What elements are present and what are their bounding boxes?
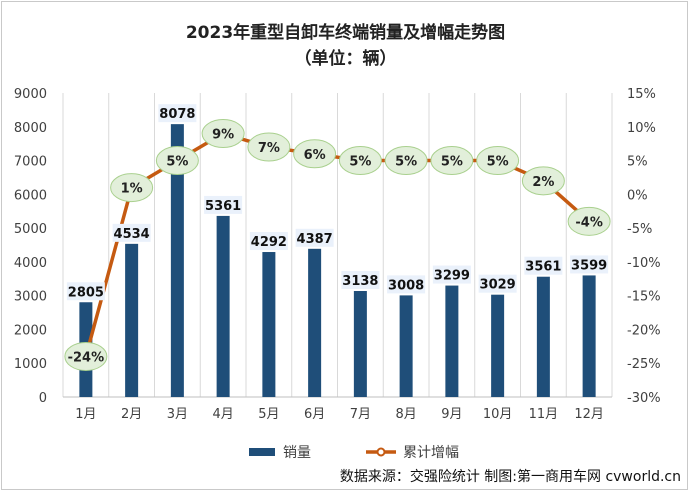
legend-line-marker xyxy=(376,447,386,457)
y-left-tick-label: 9000 xyxy=(14,87,47,102)
x-tick-label: 1月 xyxy=(75,407,96,422)
bar-label-box xyxy=(341,271,380,290)
bar xyxy=(216,215,230,397)
y-left-tick-label: 0 xyxy=(39,391,47,406)
growth-label-bubble xyxy=(247,132,291,162)
x-tick-label: 5月 xyxy=(258,407,279,422)
bar xyxy=(582,275,596,397)
bar xyxy=(445,285,459,397)
y-right-tick-label: -10% xyxy=(627,256,661,271)
x-tick-label: 12月 xyxy=(574,407,604,422)
bar-label-box xyxy=(158,104,197,123)
growth-label-bubble xyxy=(476,146,520,176)
y-right-tick-label: -25% xyxy=(627,357,661,372)
y-left-tick-label: 7000 xyxy=(14,155,47,170)
growth-label-bubble xyxy=(338,146,382,176)
x-tick-label: 4月 xyxy=(212,407,233,422)
growth-label-bubble xyxy=(293,139,337,169)
bar-value-label: 5361 xyxy=(205,199,241,214)
x-tick-label: 7月 xyxy=(350,407,371,422)
bar-value-label: 3029 xyxy=(480,278,516,293)
bar-value-label: 8078 xyxy=(159,107,195,122)
y-right-tick-label: 5% xyxy=(627,155,648,170)
growth-label-bubble xyxy=(521,166,565,196)
growth-value-label: 7% xyxy=(258,141,280,156)
growth-label-bubble xyxy=(201,119,245,149)
bar-value-label: 3299 xyxy=(434,269,470,284)
bar-label-box xyxy=(570,255,609,274)
bar-label-box xyxy=(432,265,471,284)
bar-value-label: 3561 xyxy=(525,260,561,275)
chart-subtitle: （单位：辆） xyxy=(294,49,397,69)
x-tick-label: 11月 xyxy=(529,407,559,422)
x-tick-label: 8月 xyxy=(395,407,416,422)
bar-value-label: 4534 xyxy=(114,227,150,242)
bar-label-box xyxy=(249,232,288,251)
x-tick-label: 6月 xyxy=(304,407,325,422)
bar-value-label: 3008 xyxy=(388,278,424,293)
growth-label-bubble xyxy=(64,341,108,371)
growth-value-label: 1% xyxy=(121,182,143,197)
growth-value-label: 5% xyxy=(395,155,417,170)
growth-value-label: 2% xyxy=(532,175,554,190)
growth-label-bubble xyxy=(567,206,611,236)
bar-label-box xyxy=(66,282,105,301)
x-tick-label: 10月 xyxy=(483,407,513,422)
bar-value-label: 3599 xyxy=(571,258,607,273)
bar-label-box xyxy=(524,256,563,275)
bar xyxy=(125,243,139,397)
bar xyxy=(536,276,550,397)
bar-label-box xyxy=(478,274,517,293)
y-right-tick-label: 10% xyxy=(627,121,656,136)
bar xyxy=(262,252,276,397)
growth-value-label: 9% xyxy=(212,128,234,143)
bar-label-box xyxy=(204,195,243,214)
bar-label-box xyxy=(112,223,151,242)
y-right-tick-label: -5% xyxy=(627,222,652,237)
x-tick-label: 3月 xyxy=(167,407,188,422)
bar xyxy=(399,295,413,397)
growth-label-bubble xyxy=(384,146,428,176)
growth-label-bubble xyxy=(430,146,474,176)
y-right-tick-label: 15% xyxy=(627,87,656,102)
y-left-tick-label: 4000 xyxy=(14,256,47,271)
growth-value-label: -4% xyxy=(575,215,602,230)
bar-value-label: 4292 xyxy=(251,235,287,250)
y-left-tick-label: 3000 xyxy=(14,290,47,305)
legend-bar-label: 销量 xyxy=(283,445,311,461)
bar xyxy=(308,248,322,397)
x-tick-label: 9月 xyxy=(441,407,462,422)
bar xyxy=(491,294,505,397)
y-left-tick-label: 8000 xyxy=(14,121,47,136)
data-source-note: 数据来源：交强险统计 制图:第一商用车网 cvworld.cn xyxy=(339,469,681,485)
bar-label-box xyxy=(295,228,334,247)
legend-bar-swatch xyxy=(249,448,275,456)
bar-label-box xyxy=(387,275,426,294)
growth-value-label: 6% xyxy=(304,148,326,163)
y-left-tick-label: 2000 xyxy=(14,323,47,338)
growth-value-label: 5% xyxy=(166,155,188,170)
y-right-tick-label: 0% xyxy=(627,188,648,203)
bar-value-label: 2805 xyxy=(68,285,104,300)
growth-label-bubble xyxy=(155,146,199,176)
bar xyxy=(170,124,184,397)
y-left-tick-label: 1000 xyxy=(14,357,47,372)
bar-value-label: 4387 xyxy=(297,232,333,247)
bar-value-label: 3138 xyxy=(342,274,378,289)
chart-title: 2023年重型自卸车终端销量及增幅走势图 xyxy=(185,23,506,43)
growth-label-bubble xyxy=(110,173,154,203)
bar xyxy=(353,291,367,397)
growth-value-label: 5% xyxy=(487,155,509,170)
growth-value-label: 5% xyxy=(349,155,371,170)
growth-value-label: -24% xyxy=(68,350,105,365)
y-left-tick-label: 6000 xyxy=(14,188,47,203)
y-left-tick-label: 5000 xyxy=(14,222,47,237)
growth-value-label: 5% xyxy=(441,155,463,170)
x-tick-label: 2月 xyxy=(121,407,142,422)
legend-line-label: 累计增幅 xyxy=(403,445,459,461)
y-right-tick-label: -30% xyxy=(627,391,661,406)
y-right-tick-label: -20% xyxy=(627,323,661,338)
y-right-tick-label: -15% xyxy=(627,290,661,305)
